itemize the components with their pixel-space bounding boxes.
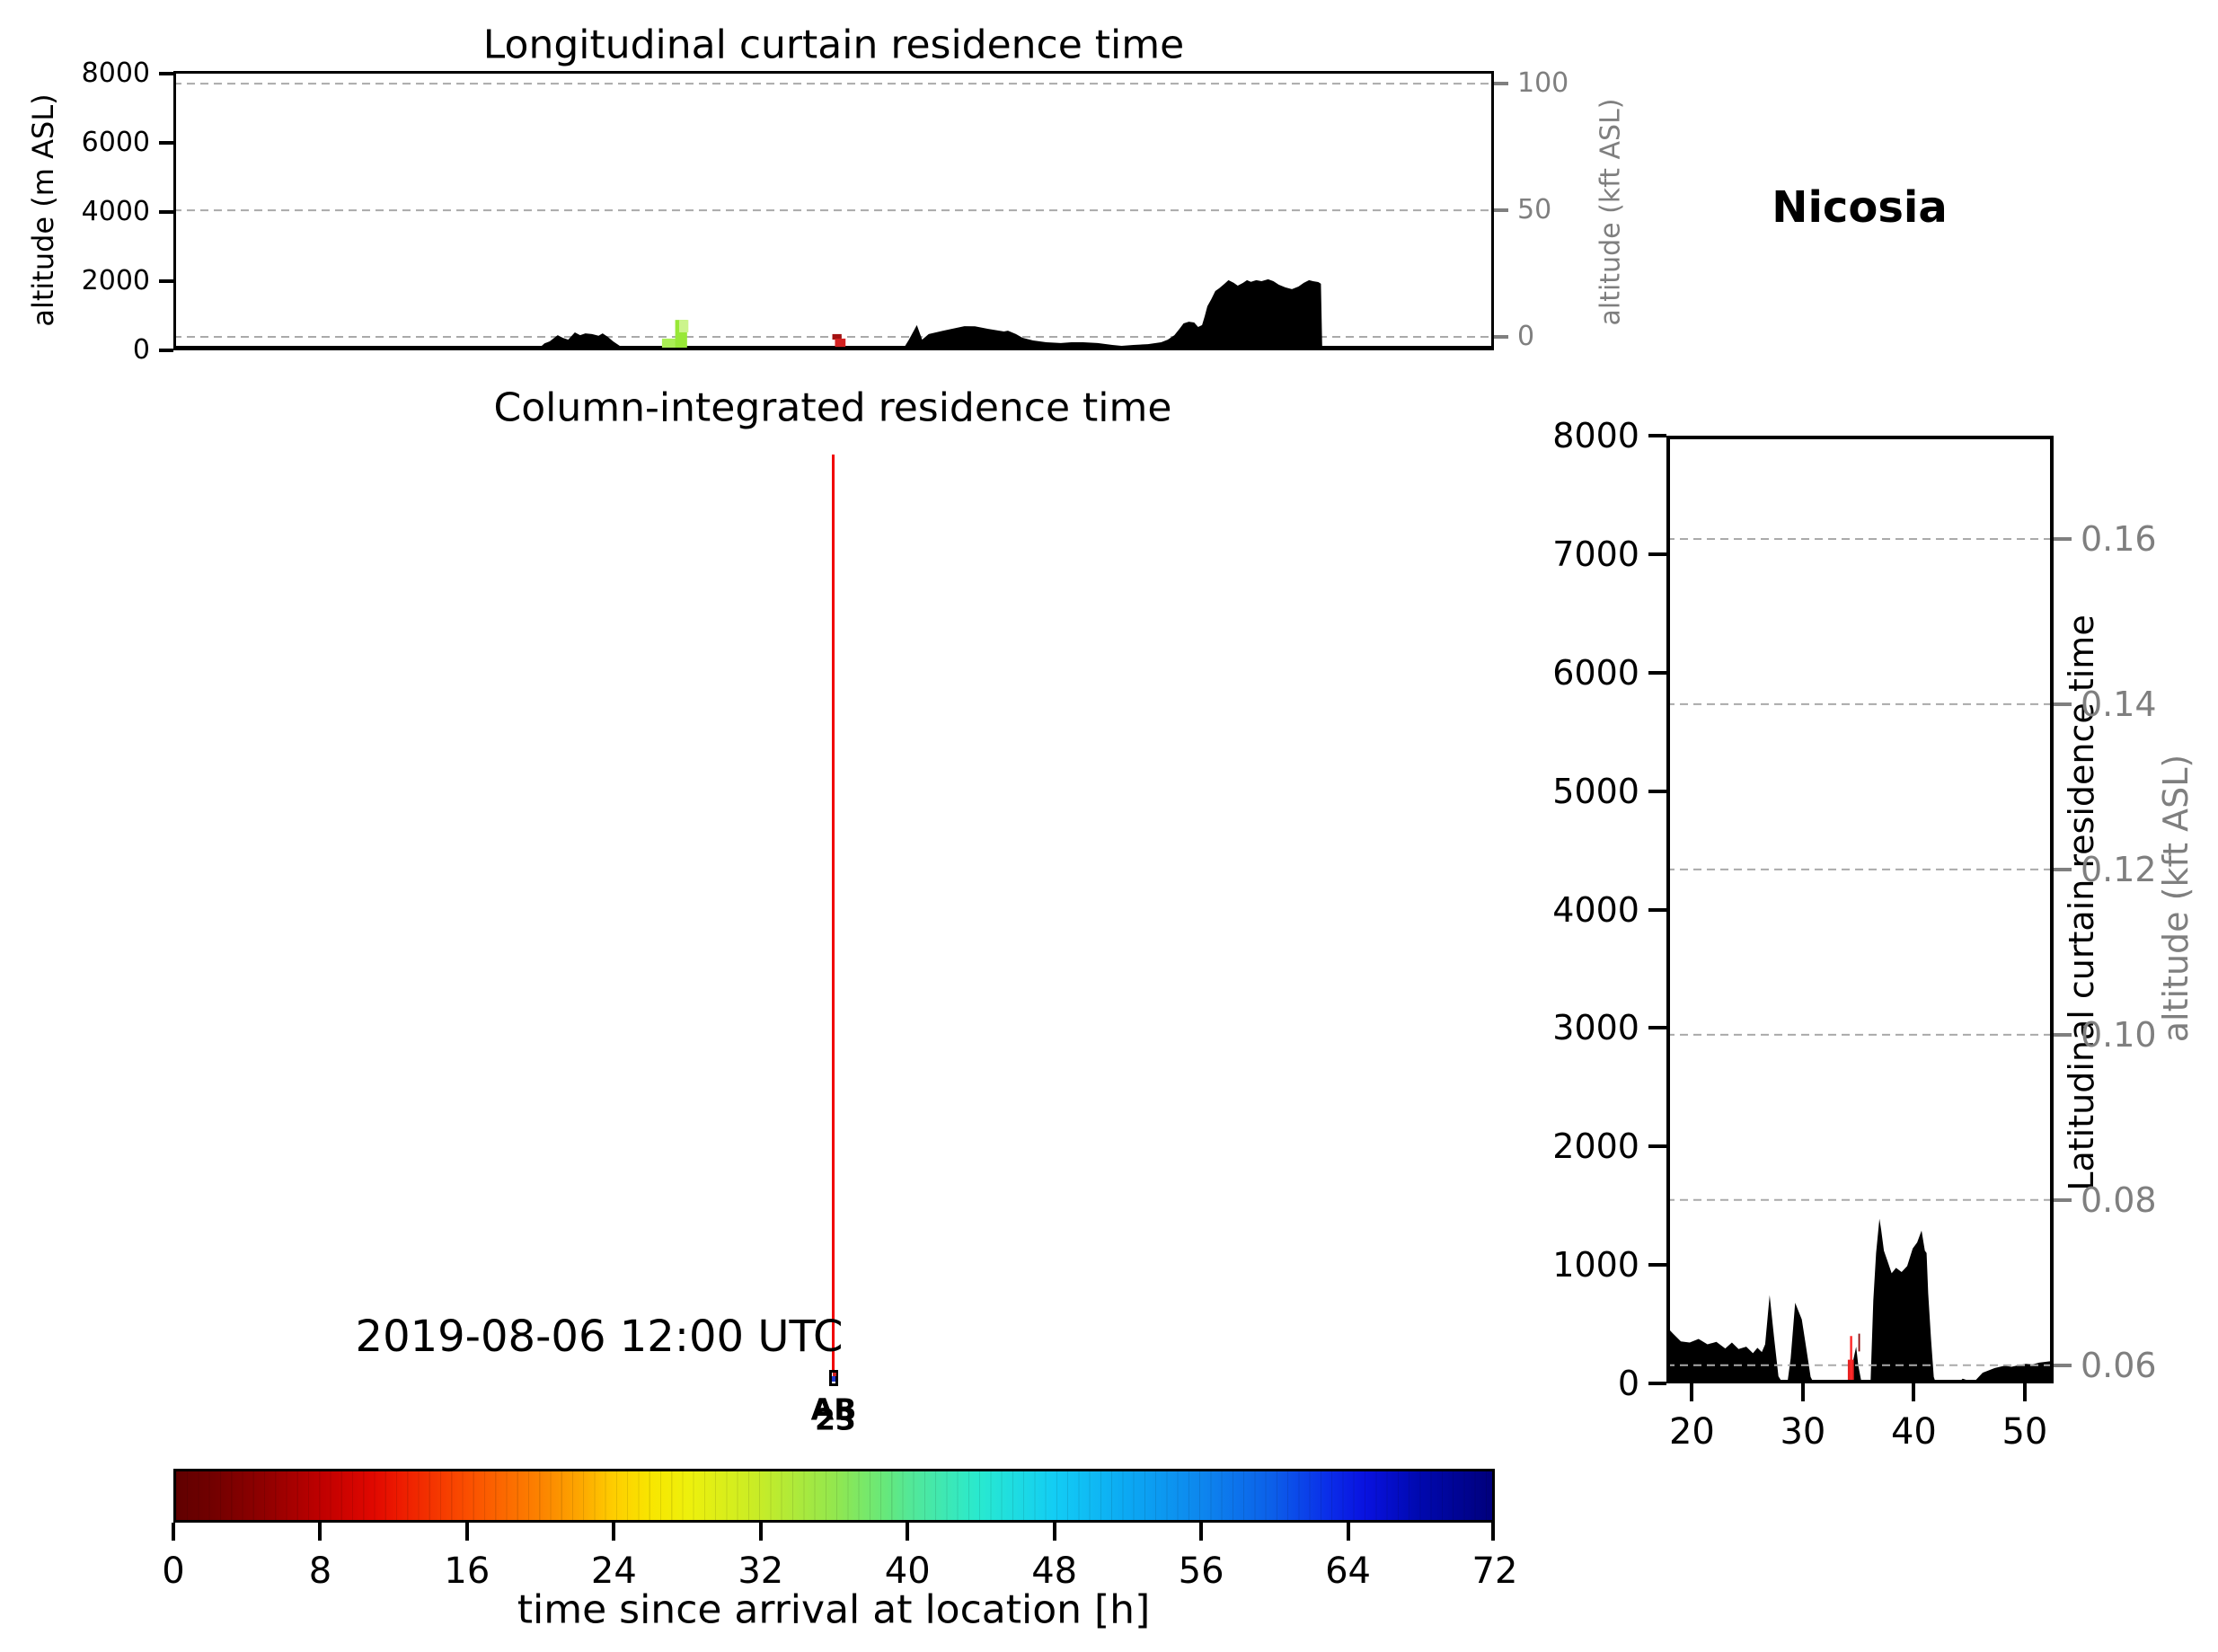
tick-mark [1648, 434, 1666, 437]
tick-mark [464, 1523, 469, 1541]
tick-label: 48 [1031, 1550, 1078, 1592]
tick-mark [1199, 1523, 1204, 1541]
tick-label: 4000 [1552, 889, 1639, 930]
tick-mark [1648, 1382, 1666, 1385]
tick-mark [1491, 1523, 1495, 1541]
tick-mark [2054, 702, 2072, 706]
tick-mark [1346, 1523, 1350, 1541]
tick-mark [159, 141, 173, 146]
tick-label: 50 [2002, 1411, 2048, 1453]
tick-mark [1800, 1383, 1805, 1401]
timestamp-annotation: 2019-08-06 12:00 UTC [355, 1312, 844, 1362]
tick-mark [1648, 1263, 1666, 1268]
tick-label: 5000 [1552, 771, 1639, 811]
tick-label: 0.12 [2081, 849, 2157, 889]
tick-label: 0.08 [2081, 1179, 2157, 1220]
tick-label: 100 [1517, 67, 1569, 100]
tick-mark [159, 72, 173, 76]
tick-label: 72 [1471, 1550, 1518, 1592]
tick-mark [2054, 536, 2072, 541]
tick-label: 40 [1890, 1411, 1937, 1453]
tick-label: 8000 [1552, 416, 1639, 455]
tick-mark [2054, 1032, 2072, 1037]
trajectory-line [832, 455, 835, 1371]
tick-mark [1648, 670, 1666, 675]
colorbar-label: time since arrival at location [h] [517, 1586, 1151, 1633]
tick-label: 6000 [1552, 652, 1639, 693]
tick-mark [612, 1523, 616, 1541]
tick-label: 56 [1178, 1550, 1224, 1592]
top-plot-title: Longitudinal curtain residence time [482, 22, 1185, 68]
tick-label: 50 [1517, 194, 1552, 226]
marker-red-dot [833, 1373, 836, 1376]
tick-label: 6000 [81, 127, 150, 159]
tick-mark [1648, 1144, 1666, 1149]
station-label-2: 23 [815, 1401, 856, 1437]
tick-label: 2000 [81, 265, 150, 297]
tick-mark [2054, 867, 2072, 871]
tick-mark [159, 210, 173, 215]
tick-label: 0 [1517, 321, 1535, 353]
tick-mark [1690, 1383, 1694, 1401]
tick-label: 7000 [1552, 534, 1639, 574]
tick-mark [159, 349, 173, 352]
tick-label: 3000 [1552, 1008, 1639, 1048]
tick-label: 16 [444, 1550, 490, 1592]
tick-label: 64 [1325, 1550, 1371, 1592]
tick-label: 30 [1780, 1411, 1826, 1453]
top-plot-right-ylabel: altitude (kft ASL) [1595, 98, 1627, 326]
mid-plot-title: Column-integrated residence time [493, 384, 1172, 431]
tick-mark [172, 1523, 175, 1541]
tick-label: 0.16 [2081, 518, 2157, 559]
tick-mark [1494, 82, 1508, 86]
tick-label: 4000 [81, 196, 150, 228]
tick-mark [1648, 552, 1666, 556]
tick-mark [159, 279, 173, 284]
tick-mark [758, 1523, 763, 1541]
residence-patch-red-2 [835, 338, 846, 348]
residence-patch-red-spike [1850, 1336, 1852, 1383]
location-marker [829, 1370, 838, 1386]
tick-label: 2000 [1552, 1126, 1639, 1167]
tick-label: 0.10 [2081, 1014, 2157, 1055]
tick-label: 1000 [1552, 1245, 1639, 1285]
residence-patch-red-1 [832, 333, 842, 340]
tick-mark [1494, 208, 1508, 213]
tick-mark [1052, 1523, 1056, 1541]
tick-label: 0.14 [2081, 684, 2157, 724]
tick-label: 0 [132, 334, 150, 366]
tick-label: 24 [590, 1550, 637, 1592]
tick-mark [1648, 1026, 1666, 1030]
tick-label: 8000 [81, 57, 150, 90]
tick-mark [2054, 1197, 2072, 1202]
tick-mark [1648, 789, 1666, 793]
tick-mark [1494, 335, 1508, 340]
right-plot-right-ylabel: altitude (kft ASL) [2156, 754, 2196, 1043]
residence-patch-green-3 [679, 320, 689, 332]
tick-mark [1648, 907, 1666, 912]
tick-label: 0.06 [2081, 1345, 2157, 1385]
tick-label: 40 [884, 1550, 931, 1592]
tick-mark [2022, 1383, 2027, 1401]
tick-label: 32 [738, 1550, 784, 1592]
tick-mark [906, 1523, 910, 1541]
tick-label: 0 [1617, 1364, 1639, 1403]
top-plot-frame [173, 71, 1494, 350]
residence-patch-darkred-spike [1858, 1333, 1860, 1352]
tick-label: 8 [308, 1550, 332, 1592]
colorbar [173, 1469, 1495, 1523]
marker-blue-dot [832, 1376, 835, 1382]
tick-label: 20 [1668, 1411, 1715, 1453]
top-plot-ylabel: altitude (m ASL) [26, 93, 60, 327]
tick-mark [318, 1523, 323, 1541]
station-label-1: AB [810, 1391, 857, 1427]
residence-patch-green-1 [661, 338, 677, 349]
right-plot-frame [1666, 436, 2054, 1383]
tick-mark [1912, 1383, 1916, 1401]
location-title: Nicosia [1772, 182, 1948, 233]
tick-label: 0 [162, 1550, 185, 1592]
tick-mark [2054, 1363, 2072, 1367]
